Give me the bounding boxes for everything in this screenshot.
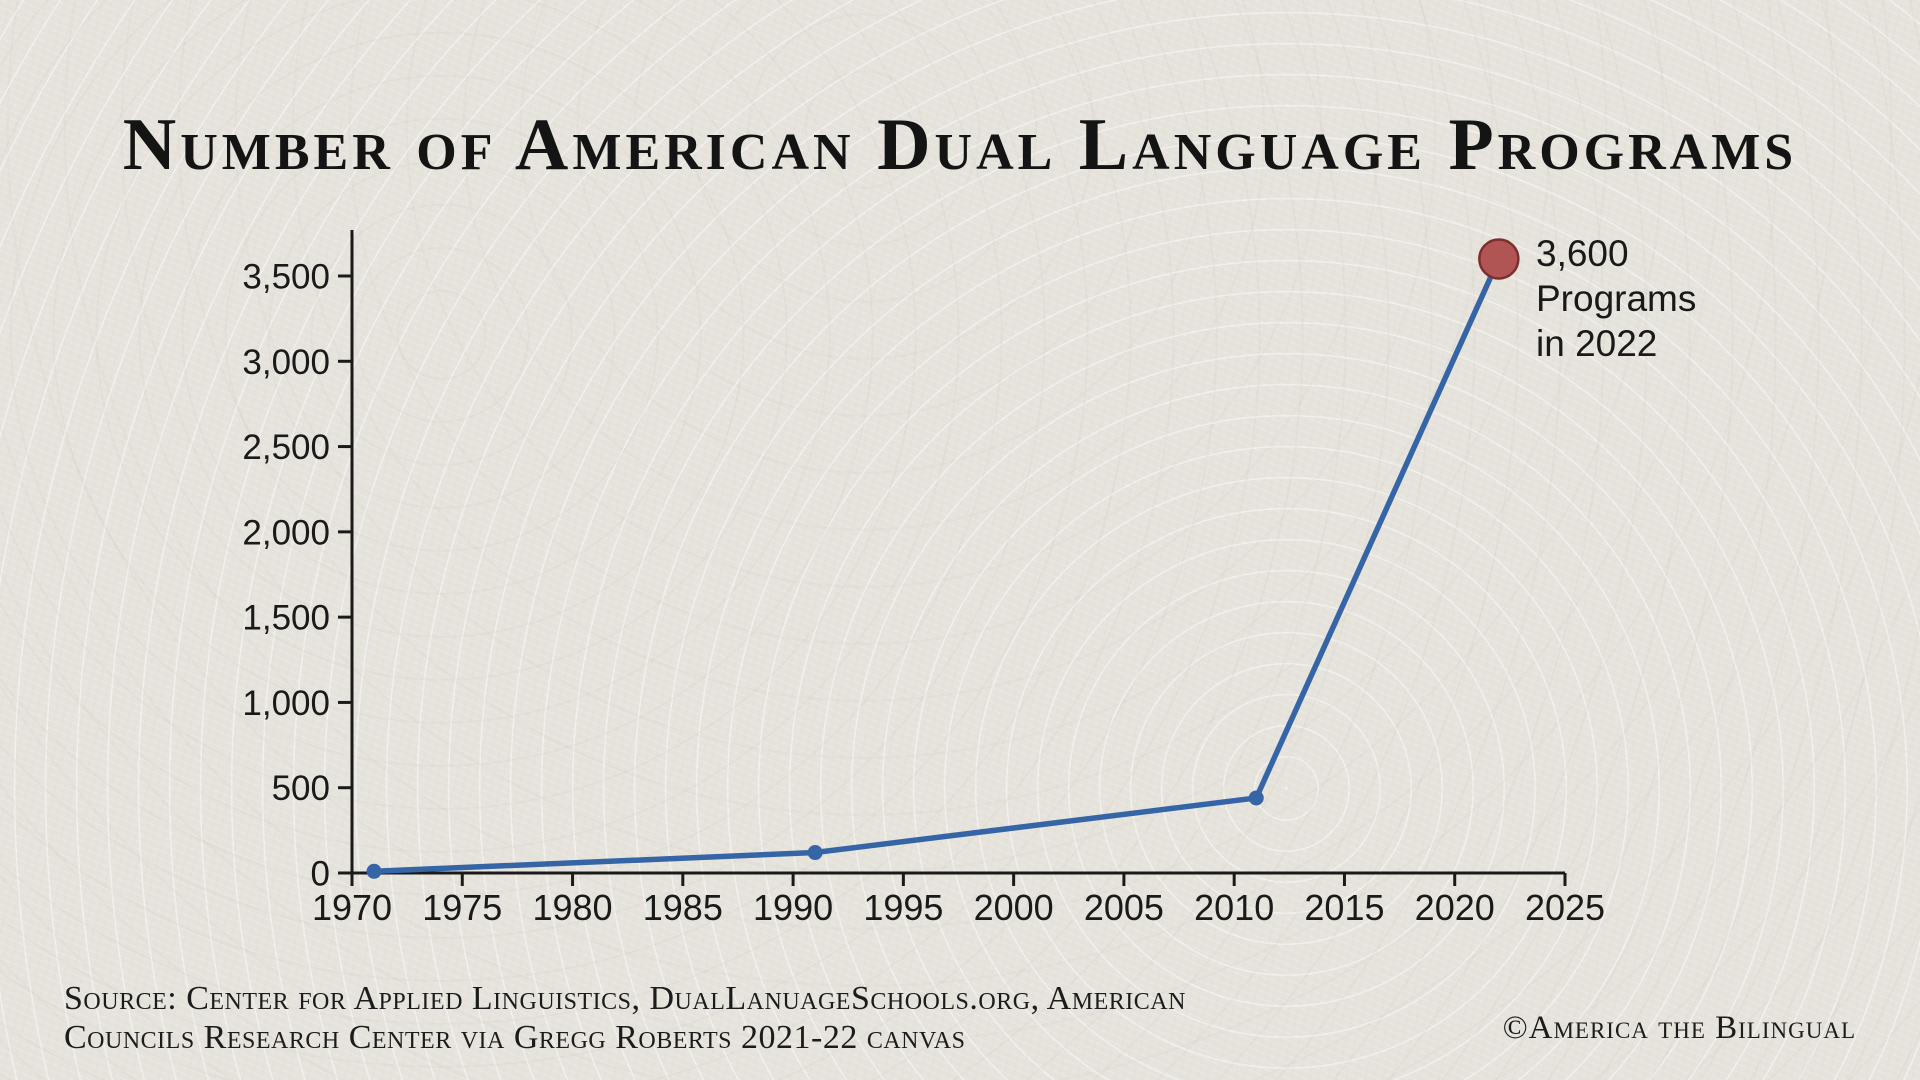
y-tick-label: 3,500 <box>242 258 330 297</box>
source-line-1: Source: Center for Applied Linguistics, … <box>64 980 1186 1017</box>
y-tick-label: 1,500 <box>242 599 330 638</box>
x-tick-label: 2020 <box>1415 887 1495 928</box>
x-tick-label: 2025 <box>1525 887 1605 928</box>
peak-annotation-value: 3,600 <box>1536 233 1629 274</box>
x-tick-label: 1990 <box>753 887 833 928</box>
y-tick-label: 500 <box>272 769 330 808</box>
y-tick-label: 2,000 <box>242 513 330 552</box>
highlight-point <box>1478 238 1520 280</box>
x-tick-label: 2010 <box>1194 887 1274 928</box>
y-tick-label: 1,000 <box>242 684 330 723</box>
copyright-note: ©America the Bilingual <box>1502 1010 1856 1046</box>
peak-annotation-year: in 2022 <box>1536 323 1658 364</box>
peak-annotation: 3,600 Programs in 2022 <box>1536 231 1696 366</box>
data-point <box>807 845 823 861</box>
chart-title: Number of American Dual Language Program… <box>122 103 1798 186</box>
y-tick-label: 0 <box>311 855 330 894</box>
data-point <box>1248 790 1264 806</box>
data-point <box>366 863 382 879</box>
y-tick-label: 2,500 <box>242 428 330 467</box>
peak-annotation-label: Programs <box>1536 278 1697 319</box>
source-note: Source: Center for Applied Linguistics, … <box>64 979 1186 1057</box>
x-tick-label: 1995 <box>863 887 943 928</box>
source-line-2: Councils Research Center via Gregg Rober… <box>64 1019 966 1056</box>
x-tick-label: 2015 <box>1304 887 1384 928</box>
x-tick-label: 1985 <box>643 887 723 928</box>
x-tick-label: 2005 <box>1084 887 1164 928</box>
data-line <box>371 256 1502 875</box>
x-tick-label: 2000 <box>974 887 1054 928</box>
y-tick-label: 3,000 <box>242 343 330 382</box>
x-tick-label: 1975 <box>422 887 502 928</box>
x-tick-label: 1980 <box>532 887 612 928</box>
x-tick-label: 1970 <box>312 887 392 928</box>
